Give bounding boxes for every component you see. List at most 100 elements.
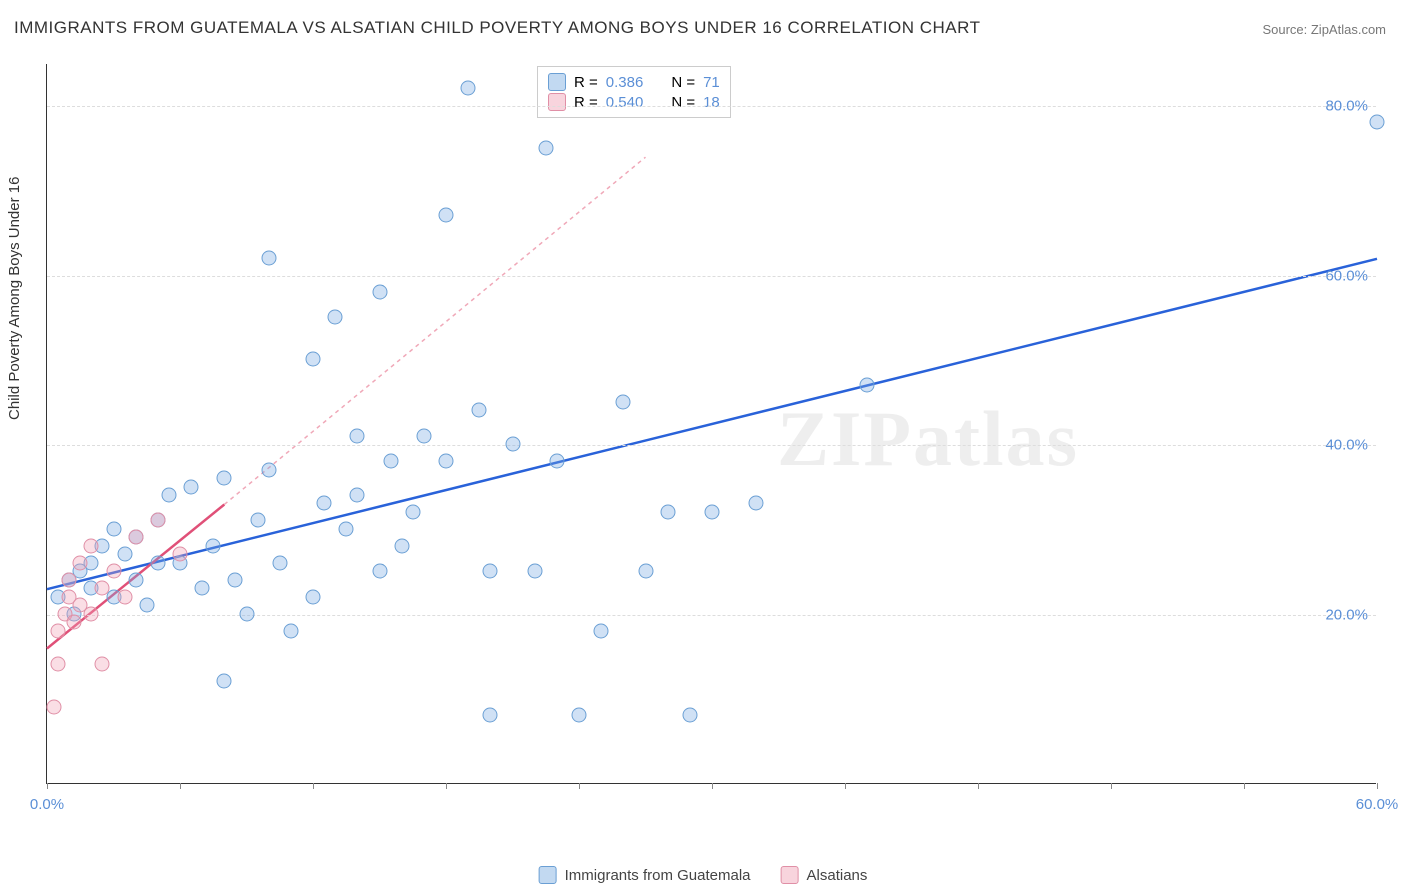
data-point (328, 310, 343, 325)
data-point (173, 547, 188, 562)
data-point (416, 428, 431, 443)
data-point (217, 674, 232, 689)
legend-n-label: N = (671, 74, 695, 91)
data-point (483, 564, 498, 579)
data-point (261, 462, 276, 477)
data-point (272, 555, 287, 570)
data-point (250, 513, 265, 528)
data-point (572, 708, 587, 723)
legend-row-blue: R = 0.386 N = 71 (548, 73, 720, 91)
x-tick-mark (446, 783, 447, 789)
legend-r-value-pink: 0.540 (606, 94, 644, 111)
y-tick-label: 80.0% (1325, 98, 1368, 115)
legend-item-pink: Alsatians (781, 866, 868, 884)
data-point (682, 708, 697, 723)
x-tick-mark (180, 783, 181, 789)
data-point (439, 208, 454, 223)
gridline (47, 106, 1376, 107)
x-tick-mark (579, 783, 580, 789)
data-point (705, 504, 720, 519)
legend-item-blue: Immigrants from Guatemala (539, 866, 751, 884)
data-point (128, 530, 143, 545)
data-point (461, 81, 476, 96)
data-point (128, 572, 143, 587)
x-tick-mark (1377, 783, 1378, 789)
data-point (239, 606, 254, 621)
legend-r-value-blue: 0.386 (606, 74, 644, 91)
legend-row-pink: R = 0.540 N = 18 (548, 93, 720, 111)
data-point (660, 504, 675, 519)
x-tick-mark (47, 783, 48, 789)
data-point (84, 606, 99, 621)
y-tick-label: 20.0% (1325, 606, 1368, 623)
data-point (1370, 115, 1385, 130)
data-point (283, 623, 298, 638)
series-legend: Immigrants from Guatemala Alsatians (539, 866, 868, 884)
data-point (261, 250, 276, 265)
data-point (505, 437, 520, 452)
legend-r-label: R = (574, 74, 598, 91)
data-point (472, 403, 487, 418)
data-point (372, 564, 387, 579)
data-point (95, 581, 110, 596)
data-point (217, 471, 232, 486)
data-point (117, 547, 132, 562)
data-point (306, 352, 321, 367)
gridline (47, 276, 1376, 277)
data-point (195, 581, 210, 596)
legend-n-value-blue: 71 (703, 74, 720, 91)
data-point (527, 564, 542, 579)
data-point (95, 657, 110, 672)
data-point (638, 564, 653, 579)
data-point (306, 589, 321, 604)
data-point (538, 140, 553, 155)
data-point (439, 454, 454, 469)
y-tick-label: 60.0% (1325, 267, 1368, 284)
data-point (184, 479, 199, 494)
data-point (394, 538, 409, 553)
data-point (73, 555, 88, 570)
x-tick-label: 0.0% (30, 796, 64, 813)
data-point (339, 521, 354, 536)
x-tick-mark (1244, 783, 1245, 789)
x-tick-mark (845, 783, 846, 789)
data-point (549, 454, 564, 469)
legend-r-label: R = (574, 94, 598, 111)
data-point (46, 699, 61, 714)
legend-swatch-icon (539, 866, 557, 884)
trend-line (224, 157, 645, 504)
x-tick-label: 60.0% (1356, 796, 1399, 813)
data-point (150, 513, 165, 528)
data-point (317, 496, 332, 511)
data-point (350, 428, 365, 443)
data-point (150, 555, 165, 570)
data-point (106, 521, 121, 536)
legend-n-value-pink: 18 (703, 94, 720, 111)
chart-title: IMMIGRANTS FROM GUATEMALA VS ALSATIAN CH… (14, 18, 980, 38)
legend-swatch-blue (548, 73, 566, 91)
trend-lines-layer (47, 64, 1376, 783)
legend-swatch-pink (548, 93, 566, 111)
y-axis-label: Child Poverty Among Boys Under 16 (6, 177, 23, 420)
x-tick-mark (712, 783, 713, 789)
data-point (860, 377, 875, 392)
data-point (383, 454, 398, 469)
data-point (483, 708, 498, 723)
gridline (47, 445, 1376, 446)
data-point (161, 488, 176, 503)
trend-line (47, 259, 1377, 589)
data-point (117, 589, 132, 604)
x-tick-mark (978, 783, 979, 789)
data-point (51, 657, 66, 672)
data-point (206, 538, 221, 553)
data-point (51, 623, 66, 638)
data-point (84, 538, 99, 553)
legend-swatch-icon (781, 866, 799, 884)
data-point (749, 496, 764, 511)
y-tick-label: 40.0% (1325, 437, 1368, 454)
x-tick-mark (313, 783, 314, 789)
data-point (405, 504, 420, 519)
data-point (66, 615, 81, 630)
x-tick-mark (1111, 783, 1112, 789)
data-point (594, 623, 609, 638)
